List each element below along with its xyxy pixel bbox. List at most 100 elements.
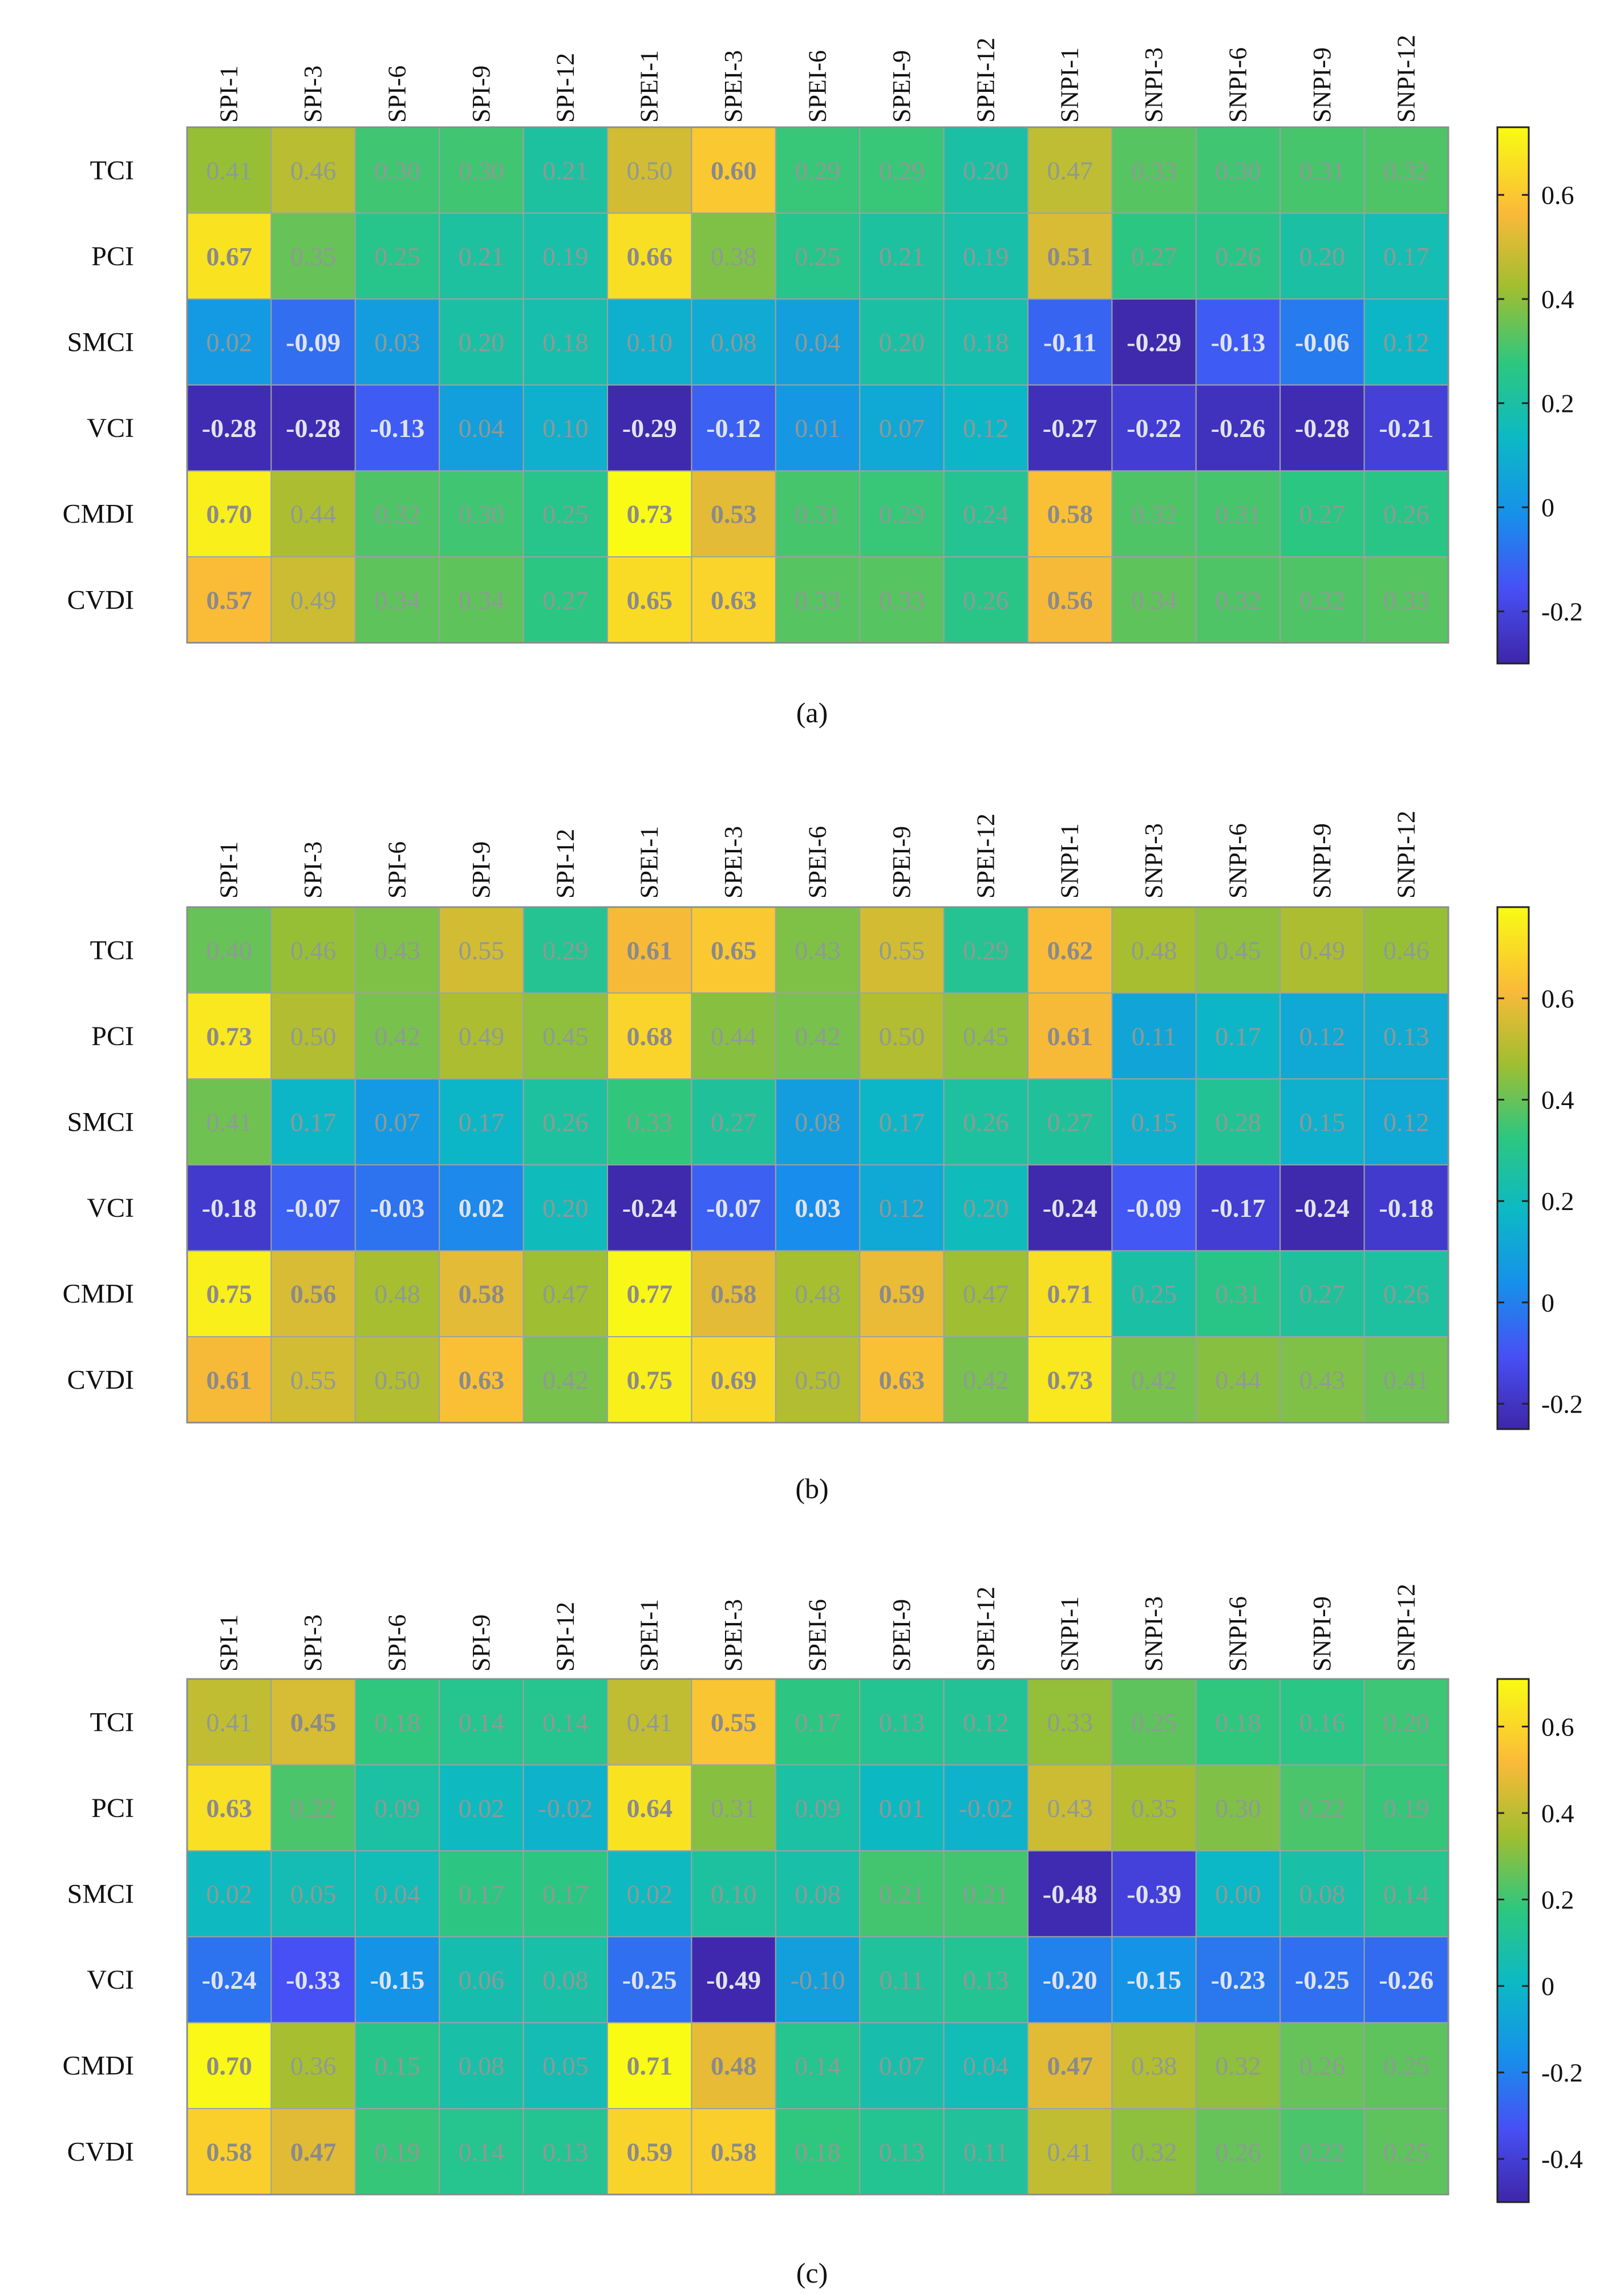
cell-value: 0.38 [711, 242, 757, 271]
heatmap-cell [270, 2022, 356, 2110]
cell-value: 0.14 [1383, 1880, 1429, 1909]
cell-value: -0.13 [1211, 328, 1266, 357]
cell-value: -0.20 [1043, 1965, 1097, 1994]
heatmap-cell [1363, 298, 1449, 386]
colorbar-tick-label: 0.4 [1541, 285, 1574, 314]
heatmap-cell [1027, 1164, 1113, 1252]
cell-value: 0.46 [290, 936, 337, 965]
column-label: SPI-6 [383, 841, 411, 899]
cell-value: 0.47 [290, 2137, 337, 2166]
cell-value: 0.50 [879, 1022, 925, 1051]
cell-value: 0.71 [626, 2052, 673, 2081]
cell-value: 0.12 [879, 1193, 925, 1223]
row-label: PCI [91, 1793, 134, 1823]
cell-value: -0.07 [286, 1193, 341, 1223]
heatmap-cell [523, 212, 608, 300]
cell-value: 0.62 [1047, 936, 1093, 965]
colorbar-tick-label: 0 [1541, 1972, 1554, 2001]
heatmap-cell [775, 1678, 861, 1766]
cell-value: 0.63 [206, 1794, 252, 1823]
heatmap-cell [775, 1164, 861, 1252]
column-label: SNPI-9 [1308, 823, 1336, 899]
cell-value: 0.29 [542, 936, 589, 965]
column-label: SNPI-6 [1224, 1596, 1252, 1672]
column-label: SNPI-1 [1056, 47, 1084, 123]
cell-value: 0.47 [1047, 156, 1093, 185]
cell-value: 0.44 [1215, 1365, 1261, 1394]
cell-value: 0.26 [963, 1108, 1009, 1137]
heatmap-cell [607, 556, 692, 644]
cell-value: 0.71 [1047, 1280, 1093, 1309]
heatmap-cell [354, 384, 440, 472]
column-label: SPEI-12 [971, 814, 999, 899]
heatmap-cell [1363, 470, 1449, 558]
cell-value: 0.45 [290, 1708, 337, 1737]
cell-value: 0.19 [542, 242, 589, 271]
cell-value: 0.02 [626, 1880, 673, 1909]
heatmap-cell [187, 298, 272, 386]
column-label: SPEI-3 [719, 826, 747, 899]
heatmap-cell [187, 470, 272, 558]
cell-value: 0.04 [795, 328, 841, 357]
cell-value: -0.24 [1295, 1193, 1350, 1223]
heatmap-cell [270, 556, 356, 644]
cell-value: -0.06 [1295, 328, 1350, 357]
cell-value: 0.15 [1299, 1108, 1346, 1137]
cell-value: 0.10 [711, 1880, 757, 1909]
cell-value: 0.42 [963, 1365, 1009, 1394]
heatmap-cell [1111, 1164, 1197, 1252]
cell-value: 0.26 [1299, 2052, 1346, 2081]
cell-value: -0.27 [1043, 414, 1097, 443]
heatmap-cell [1195, 1850, 1281, 1937]
heatmap-cell [1027, 1850, 1113, 1937]
heatmap-panel-a: SPI-1 SPI-3 SPI-6 SPI-9 SPI-12 SPEI-1 SPEI-3 SP… [0, 0, 1624, 736]
cell-value: 0.59 [879, 1280, 925, 1309]
cell-value: 0.18 [963, 328, 1009, 357]
heatmap-panel-c: SPI-1 SPI-3 SPI-6 SPI-9 SPI-12 SPEI-1 SPEI-3 SP… [0, 1526, 1624, 2294]
cell-value: 0.13 [879, 2137, 925, 2166]
cell-value: 0.64 [626, 1794, 673, 1823]
heatmap-cell [775, 1250, 861, 1338]
cell-value: 0.11 [963, 2137, 1009, 2166]
colorbar-tick-label: 0.2 [1541, 389, 1574, 418]
cell-value: 0.41 [1383, 1365, 1429, 1394]
cell-value: 0.04 [963, 2052, 1009, 2081]
heatmap-cell [1111, 1336, 1197, 1423]
cell-value: 0.07 [374, 1108, 420, 1137]
cell-value: 0.44 [711, 1022, 757, 1051]
heatmap-cell [1111, 1936, 1197, 2024]
cell-value: 0.58 [206, 2137, 252, 2166]
cell-value: -0.25 [622, 1965, 677, 1994]
heatmap-cell [859, 1078, 945, 1166]
column-label: SNPI-6 [1224, 823, 1252, 899]
column-label: SPEI-3 [719, 50, 747, 123]
heatmap-cell [523, 992, 608, 1080]
panel-label-c: (c) [796, 2257, 828, 2289]
heatmap-cell [1027, 907, 1113, 994]
cell-value: 0.58 [1047, 500, 1093, 529]
heatmap-cell [1195, 1936, 1281, 2024]
cell-value: 0.30 [459, 156, 505, 185]
cell-value: -0.26 [1379, 1965, 1433, 1994]
cell-value: 0.50 [290, 1022, 337, 1051]
heatmap-cell [775, 212, 861, 300]
heatmap-cell [943, 1764, 1028, 1852]
heatmap-cell [523, 127, 608, 214]
cell-value: 0.20 [879, 328, 925, 357]
column-label: SPI-3 [299, 66, 327, 123]
cell-value: 0.14 [542, 1708, 589, 1737]
cell-value: -0.17 [1211, 1193, 1266, 1223]
column-label: SPI-9 [467, 66, 495, 123]
heatmap-cell [775, 1936, 861, 2024]
heatmap-cell [1279, 1764, 1365, 1852]
cell-value: -0.09 [1127, 1193, 1181, 1223]
row-label: SMCI [67, 1107, 134, 1138]
cell-value: 0.08 [542, 1965, 589, 1994]
cell-value: 0.01 [879, 1794, 925, 1823]
cell-value: 0.20 [963, 1193, 1009, 1223]
cell-value: 0.06 [459, 1965, 505, 1994]
heatmap-cell [607, 1336, 692, 1423]
cell-value: 0.55 [879, 936, 925, 965]
heatmap-cell [270, 1850, 356, 1937]
heatmap-cell [607, 2108, 692, 2195]
